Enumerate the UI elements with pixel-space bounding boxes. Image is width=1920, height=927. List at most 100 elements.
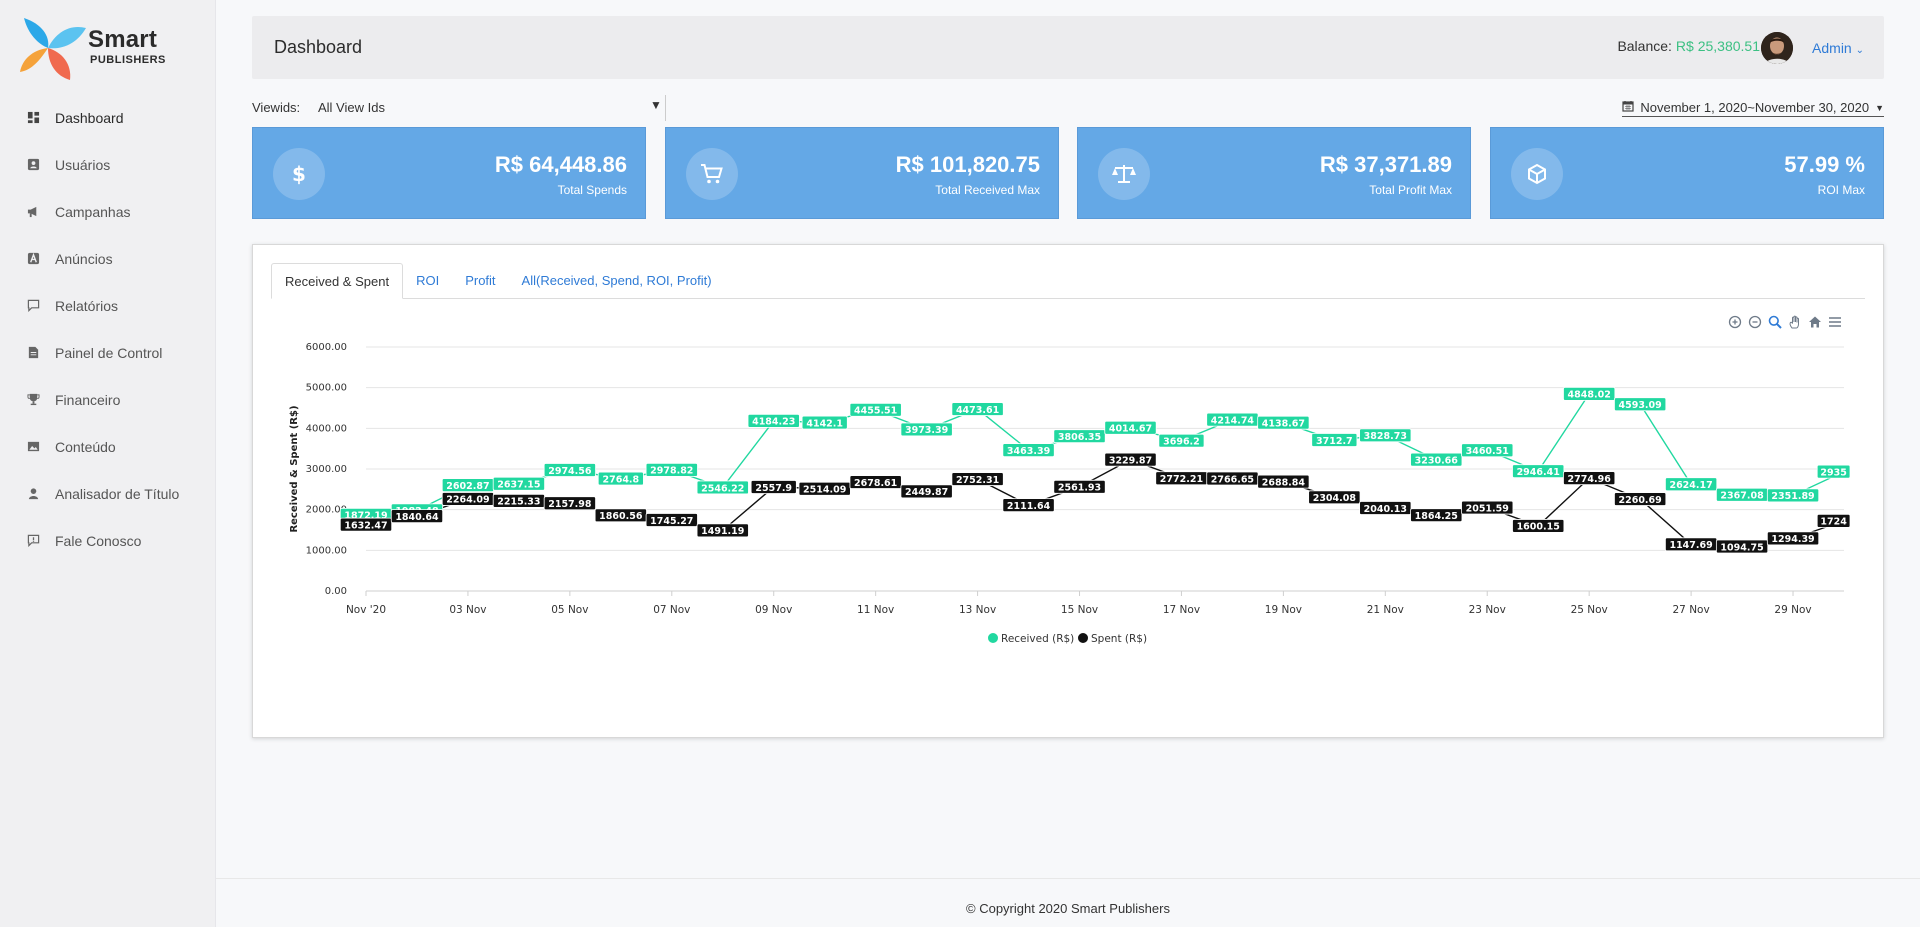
- received-data-label: 2637.15: [492, 476, 545, 491]
- sidebar-item-label: Analisador de Título: [55, 485, 180, 502]
- data-label-box: [1461, 500, 1514, 515]
- data-label-text: 4214.74: [1211, 415, 1255, 426]
- footer-copyright: © Copyright 2020 Smart Publishers: [966, 901, 1170, 916]
- x-tick-label: 21 Nov: [1367, 604, 1404, 616]
- avatar[interactable]: [1761, 32, 1793, 64]
- received-data-label: 3712.7: [1311, 433, 1358, 447]
- data-label-box: [1359, 501, 1412, 515]
- data-label-box: [492, 476, 545, 491]
- zoom-out-icon[interactable]: [1747, 314, 1763, 330]
- spent-data-label: 1840.64: [390, 509, 444, 524]
- viewids-select[interactable]: All View Ids: [310, 95, 666, 121]
- image-icon: [26, 440, 40, 454]
- data-label-box: [339, 517, 393, 532]
- trophy-icon: [26, 393, 40, 407]
- spent-data-label: 1147.69: [1665, 537, 1718, 552]
- sidebar-item-fale-conosco[interactable]: Fale Conosco: [0, 517, 216, 564]
- data-label-box: [849, 402, 902, 417]
- sidebar-item-label: Financeiro: [55, 391, 121, 408]
- sidebar-item-analisador[interactable]: Analisador de Título: [0, 470, 216, 517]
- data-label-box: [750, 480, 797, 494]
- sidebar-item-painel[interactable]: Painel de Control: [0, 329, 216, 376]
- data-label-box: [1410, 508, 1463, 523]
- received-data-label: 2935: [1816, 464, 1851, 479]
- x-tick-label: 11 Nov: [857, 604, 894, 616]
- sidebar-item-label: Relatórios: [55, 297, 119, 314]
- stat-value: R$ 64,448.86: [494, 152, 627, 177]
- spent-data-label: 1745.27: [645, 513, 698, 527]
- data-label-text: 1094.75: [1720, 542, 1763, 553]
- spent-data-label: 2561.93: [1053, 479, 1106, 494]
- x-tick-label: 27 Nov: [1673, 604, 1710, 616]
- data-label-box: [798, 481, 851, 496]
- brand-sub: PUBLISHERS: [90, 54, 166, 66]
- data-label-text: 1491.19: [701, 526, 744, 537]
- data-label-text: 2774.96: [1568, 474, 1612, 485]
- tab-roi[interactable]: ROI: [416, 273, 440, 288]
- magnifier-icon[interactable]: [1767, 314, 1783, 330]
- received-data-label: 4473.61: [951, 402, 1004, 416]
- spent-data-label: 2157.98: [543, 496, 596, 511]
- data-label-box: [1410, 452, 1463, 467]
- user-card-icon: [26, 158, 40, 172]
- avatar-image-icon: [1761, 32, 1793, 64]
- sidebar-item-label: Fale Conosco: [55, 532, 142, 549]
- data-label-text: 1872.19: [344, 511, 387, 522]
- data-label-box: [1715, 539, 1769, 554]
- admin-user-menu[interactable]: Admin ⌄: [1812, 40, 1864, 56]
- pan-hand-icon[interactable]: [1787, 314, 1803, 330]
- data-label-text: 1600.15: [1517, 522, 1560, 533]
- stat-label: ROI Max: [1817, 183, 1865, 197]
- tab-all[interactable]: All(Received, Spend, ROI, Profit): [521, 273, 712, 288]
- zoom-in-icon[interactable]: [1727, 314, 1743, 330]
- sidebar-item-usuarios[interactable]: Usuários: [0, 141, 216, 188]
- date-range-picker[interactable]: November 1, 2020~November 30, 2020 ▼: [1622, 100, 1884, 117]
- ad-icon: [26, 252, 40, 266]
- home-icon[interactable]: [1807, 314, 1823, 330]
- data-label-text: 3460.51: [1466, 446, 1509, 457]
- x-tick-label: 19 Nov: [1265, 604, 1302, 616]
- spent-data-label: 2449.87: [900, 484, 953, 499]
- data-label-box: [543, 496, 596, 511]
- data-label-box: [1512, 464, 1565, 479]
- tab-received-spent[interactable]: Received & Spent: [271, 263, 404, 299]
- sidebar-item-anuncios[interactable]: Anúncios: [0, 235, 216, 282]
- spent-data-label: 2688.84: [1257, 474, 1310, 489]
- data-label-text: 2561.93: [1058, 483, 1101, 494]
- data-label-text: 3806.35: [1058, 432, 1101, 443]
- spent-data-label: 1294.39: [1766, 531, 1820, 546]
- megaphone-icon: [26, 205, 40, 219]
- data-label-text: 3973.39: [905, 425, 948, 436]
- sidebar-item-label: Usuários: [55, 156, 111, 173]
- received-data-label: 4593.09: [1614, 397, 1667, 412]
- data-label-box: [951, 402, 1004, 416]
- sidebar-item-relatorios[interactable]: Relatórios: [0, 282, 216, 329]
- menu-icon[interactable]: [1827, 314, 1843, 330]
- y-tick-label: 3000.00: [306, 464, 347, 475]
- data-label-text: 2260.69: [1618, 495, 1661, 506]
- x-tick-label: 09 Nov: [755, 604, 792, 616]
- data-label-box: [645, 462, 698, 477]
- svg-text:$: $: [292, 163, 306, 185]
- spent-data-label: 2304.08: [1308, 490, 1361, 505]
- logo[interactable]: Smart PUBLISHERS: [20, 14, 180, 84]
- data-label-text: 2351.89: [1771, 491, 1814, 502]
- data-label-text: 4014.67: [1109, 424, 1152, 435]
- received-data-label: 2974.56: [543, 463, 596, 477]
- received-data-label: 4014.67: [1104, 420, 1157, 435]
- viewids-label: Viewids:: [252, 100, 301, 115]
- sidebar-item-dashboard[interactable]: Dashboard: [0, 94, 216, 141]
- y-axis-ticks: 0.00 1000.00 2000.00 3000.00 4000.00 5000.00 6…: [306, 342, 347, 597]
- sidebar-item-financeiro[interactable]: Financeiro: [0, 376, 216, 423]
- data-label-box: [1257, 415, 1310, 430]
- tab-profit[interactable]: Profit: [465, 273, 496, 288]
- data-label-box: [1512, 519, 1565, 533]
- sidebar-item-conteudo[interactable]: Conteúdo: [0, 423, 216, 470]
- caret-down-icon[interactable]: ▼: [650, 98, 662, 112]
- stat-value: R$ 101,820.75: [895, 152, 1040, 177]
- spent-data-label: 1864.25: [1410, 508, 1463, 523]
- balance-label: Balance:: [1617, 38, 1672, 54]
- data-label-box: [1766, 488, 1820, 503]
- data-label-box: [1816, 464, 1851, 479]
- sidebar-item-campanhas[interactable]: Campanhas: [0, 188, 216, 235]
